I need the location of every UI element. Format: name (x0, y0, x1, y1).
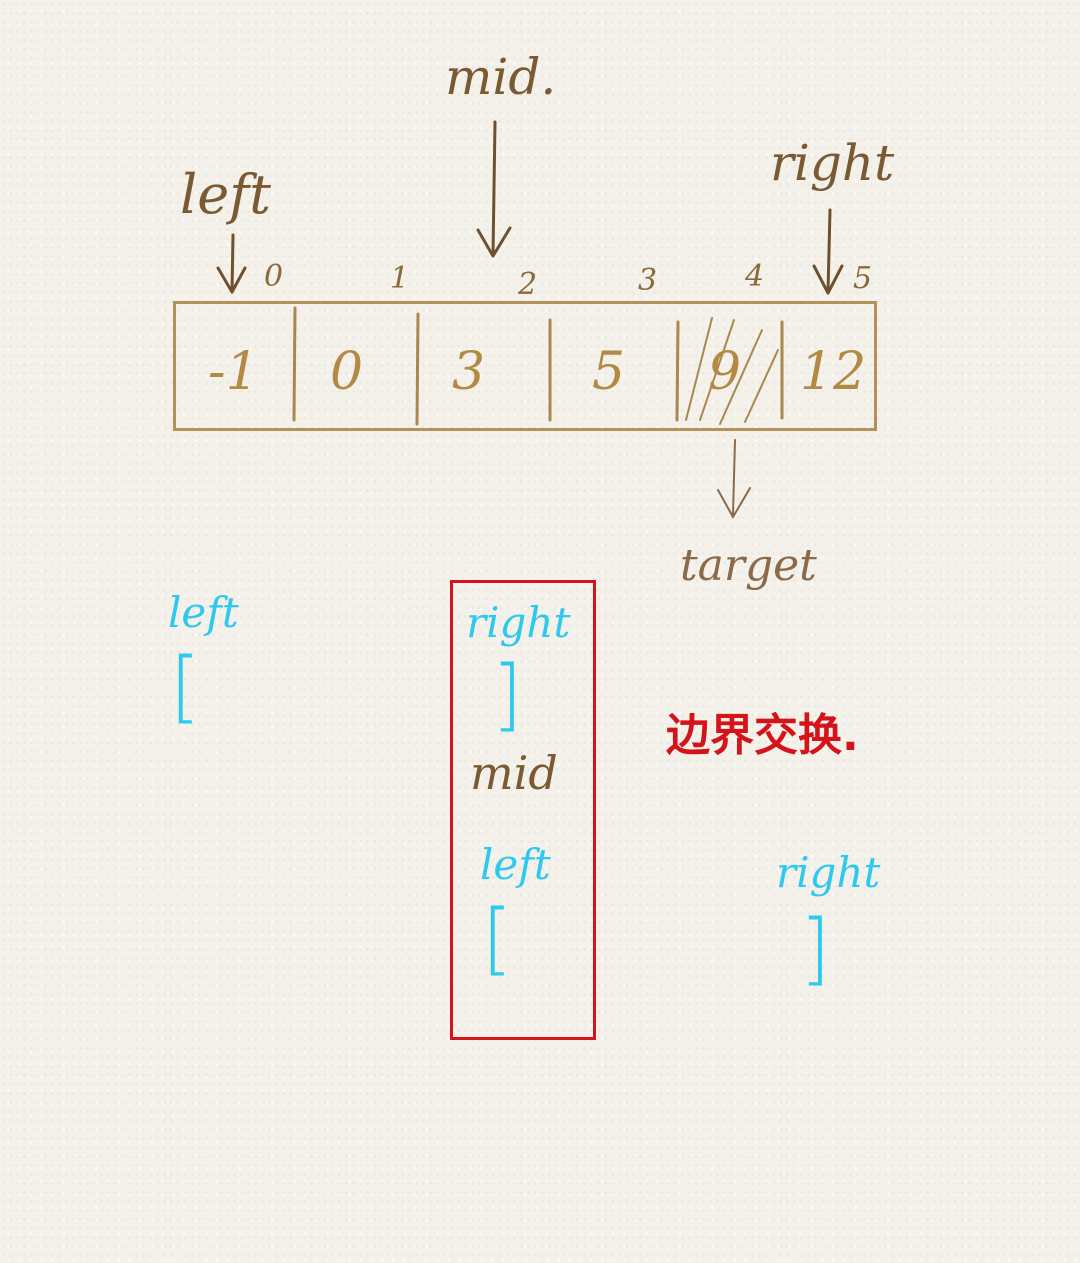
array-value: 9 (708, 342, 742, 402)
array-index: 2 (518, 267, 538, 302)
array-index: 4 (745, 259, 765, 294)
interval-right-label: right (466, 598, 571, 647)
left-pointer-label: left (180, 163, 271, 226)
array-index: 3 (638, 263, 658, 298)
interval-right-label: right (776, 848, 881, 897)
array-value: 5 (592, 342, 626, 402)
cell-divider (292, 306, 297, 422)
interval-left-label: left (168, 588, 239, 637)
left-arrow (230, 233, 235, 294)
interval-left-bracket: [ (482, 894, 513, 984)
interval-left-bracket: [ (170, 642, 201, 732)
boundary-highlight-box (450, 580, 596, 1040)
array-value: -1 (208, 342, 259, 402)
target-arrow (732, 439, 736, 516)
cell-divider (675, 320, 680, 422)
mid-label: mid (470, 746, 558, 800)
right-pointer-label: right (770, 134, 895, 192)
cell-divider (415, 312, 420, 426)
hatch-mark (699, 319, 735, 421)
array-index: 0 (264, 259, 284, 294)
interval-right-bracket: ] (800, 904, 831, 994)
hatch-mark (744, 349, 779, 423)
array-value: 0 (330, 342, 364, 402)
hatch-mark (719, 329, 763, 425)
boundary-swap-note: 边界交换. (666, 710, 859, 761)
array-index: 1 (390, 261, 410, 296)
array-value: 3 (452, 342, 486, 402)
array-index: 5 (853, 261, 873, 296)
mid-pointer-label: mid. (445, 48, 557, 106)
right-arrow (826, 208, 832, 294)
hatch-mark (685, 317, 713, 421)
sorted-array-box (173, 301, 877, 431)
array-value: 12 (800, 342, 867, 402)
mid-arrow (491, 120, 497, 257)
interval-right-bracket: ] (492, 650, 523, 740)
target-label: target (680, 540, 817, 591)
interval-left-label: left (480, 840, 551, 889)
